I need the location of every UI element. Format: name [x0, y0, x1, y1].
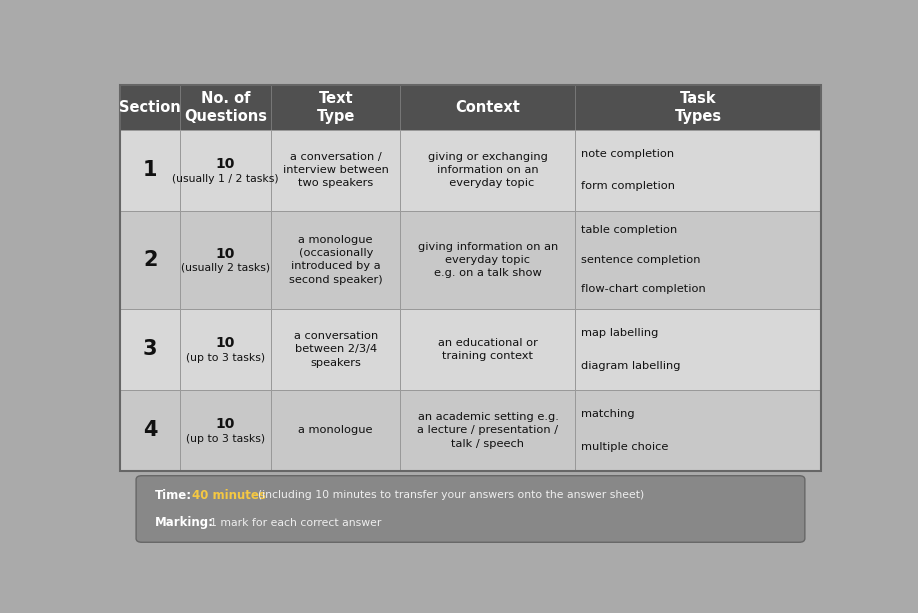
FancyBboxPatch shape	[136, 476, 805, 543]
Text: a monologue
(occasionally
introduced by a
second speaker): a monologue (occasionally introduced by …	[289, 235, 383, 284]
Text: giving information on an
everyday topic
e.g. on a talk show: giving information on an everyday topic …	[418, 242, 558, 278]
Text: 4: 4	[143, 421, 158, 441]
Bar	[180, 309, 271, 390]
Text: Text
Type: Text Type	[317, 91, 355, 124]
Text: note completion: note completion	[581, 149, 675, 159]
Bar	[180, 85, 271, 130]
Bar	[271, 130, 400, 211]
Text: an academic setting e.g.
a lecture / presentation /
talk / speech: an academic setting e.g. a lecture / pre…	[418, 413, 558, 449]
Bar	[180, 390, 271, 471]
Text: 40 minutes: 40 minutes	[192, 489, 266, 502]
Bar	[271, 309, 400, 390]
Text: sentence completion: sentence completion	[581, 255, 700, 265]
Bar	[576, 130, 821, 211]
Text: 10: 10	[216, 337, 235, 350]
Text: an educational or
training context: an educational or training context	[438, 338, 538, 361]
Text: Task
Types: Task Types	[675, 91, 722, 124]
Text: Marking:: Marking:	[154, 516, 214, 529]
Text: a monologue: a monologue	[298, 425, 373, 435]
Text: 10: 10	[216, 246, 235, 261]
Bar	[271, 211, 400, 309]
Text: (up to 3 tasks): (up to 3 tasks)	[185, 434, 265, 444]
Bar	[180, 130, 271, 211]
Bar	[180, 211, 271, 309]
Bar	[271, 390, 400, 471]
Text: flow-chart completion: flow-chart completion	[581, 284, 706, 294]
Text: 1 mark for each correct answer: 1 mark for each correct answer	[210, 517, 382, 528]
Bar	[400, 390, 576, 471]
Bar	[576, 390, 821, 471]
Text: 10: 10	[216, 157, 235, 171]
Bar	[120, 390, 180, 471]
Bar	[120, 85, 180, 130]
Bar	[120, 211, 180, 309]
Text: (usually 2 tasks): (usually 2 tasks)	[181, 264, 270, 273]
Text: 1: 1	[143, 160, 158, 180]
Bar	[271, 85, 400, 130]
Text: Time:: Time:	[154, 489, 192, 502]
Bar	[400, 85, 576, 130]
Text: 10: 10	[216, 417, 235, 432]
Bar	[400, 130, 576, 211]
Text: 2: 2	[143, 250, 158, 270]
Text: (up to 3 tasks): (up to 3 tasks)	[185, 353, 265, 363]
Bar	[400, 211, 576, 309]
Bar	[120, 309, 180, 390]
Text: multiple choice: multiple choice	[581, 442, 668, 452]
Text: form completion: form completion	[581, 181, 675, 191]
Text: (including 10 minutes to transfer your answers onto the answer sheet): (including 10 minutes to transfer your a…	[258, 490, 644, 500]
Text: a conversation /
interview between
two speakers: a conversation / interview between two s…	[283, 152, 388, 188]
Text: Context: Context	[455, 100, 521, 115]
Text: map labelling: map labelling	[581, 328, 658, 338]
Text: diagram labelling: diagram labelling	[581, 360, 680, 371]
Bar	[120, 85, 821, 471]
Text: matching: matching	[581, 409, 635, 419]
Text: No. of
Questions: No. of Questions	[184, 91, 267, 124]
Text: table completion: table completion	[581, 226, 677, 235]
Text: 3: 3	[143, 340, 158, 359]
Text: Section: Section	[119, 100, 181, 115]
Bar	[576, 85, 821, 130]
Text: giving or exchanging
information on an
  everyday topic: giving or exchanging information on an e…	[428, 152, 548, 188]
Bar	[400, 309, 576, 390]
Bar	[576, 211, 821, 309]
Bar	[576, 309, 821, 390]
Text: (usually 1 / 2 tasks): (usually 1 / 2 tasks)	[173, 173, 279, 184]
Bar	[120, 130, 180, 211]
Text: a conversation
between 2/3/4
speakers: a conversation between 2/3/4 speakers	[294, 331, 378, 368]
